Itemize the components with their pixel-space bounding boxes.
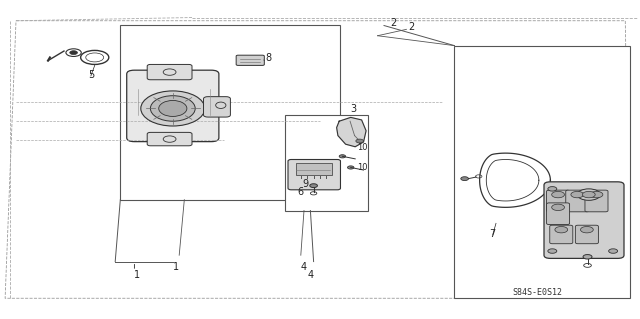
Ellipse shape [580,226,593,233]
FancyBboxPatch shape [585,190,608,212]
Text: 9: 9 [302,179,308,189]
Text: 7: 7 [489,229,495,239]
Ellipse shape [583,255,592,259]
Ellipse shape [141,91,205,126]
FancyBboxPatch shape [547,190,570,212]
Text: 8: 8 [265,53,271,63]
FancyBboxPatch shape [288,160,340,190]
Ellipse shape [339,155,346,158]
Text: 3: 3 [351,104,357,114]
Ellipse shape [159,100,187,116]
FancyBboxPatch shape [575,225,598,244]
Bar [285,115,368,211]
FancyBboxPatch shape [550,225,573,244]
Text: 4: 4 [307,270,314,279]
FancyBboxPatch shape [544,182,624,258]
Ellipse shape [548,249,557,253]
Bar [296,163,332,175]
Ellipse shape [582,191,595,198]
Text: S84S-E0S12: S84S-E0S12 [513,288,563,297]
Ellipse shape [348,166,354,169]
FancyBboxPatch shape [127,70,219,142]
FancyBboxPatch shape [204,97,230,117]
Text: 1: 1 [173,262,179,271]
Ellipse shape [590,191,603,198]
Ellipse shape [461,177,468,181]
FancyBboxPatch shape [236,55,264,65]
Text: 10: 10 [357,163,367,172]
Ellipse shape [577,189,600,200]
FancyBboxPatch shape [547,203,570,225]
Ellipse shape [548,187,557,191]
Polygon shape [337,117,366,147]
Text: 10: 10 [357,143,367,152]
Text: 2: 2 [390,18,397,27]
Text: 5: 5 [88,70,95,80]
Ellipse shape [571,191,584,198]
Text: 6: 6 [297,187,303,197]
Ellipse shape [356,139,364,143]
Ellipse shape [555,226,568,233]
FancyBboxPatch shape [566,190,589,212]
Ellipse shape [552,191,564,198]
Bar [454,46,630,298]
Bar [120,25,340,200]
FancyBboxPatch shape [147,132,192,146]
Text: 2: 2 [408,22,415,32]
FancyBboxPatch shape [147,64,192,80]
Ellipse shape [552,204,564,211]
Text: 4: 4 [301,262,307,271]
Ellipse shape [150,96,195,121]
Ellipse shape [609,249,618,253]
Ellipse shape [70,51,77,55]
Ellipse shape [310,184,317,188]
Text: 1: 1 [134,270,141,279]
